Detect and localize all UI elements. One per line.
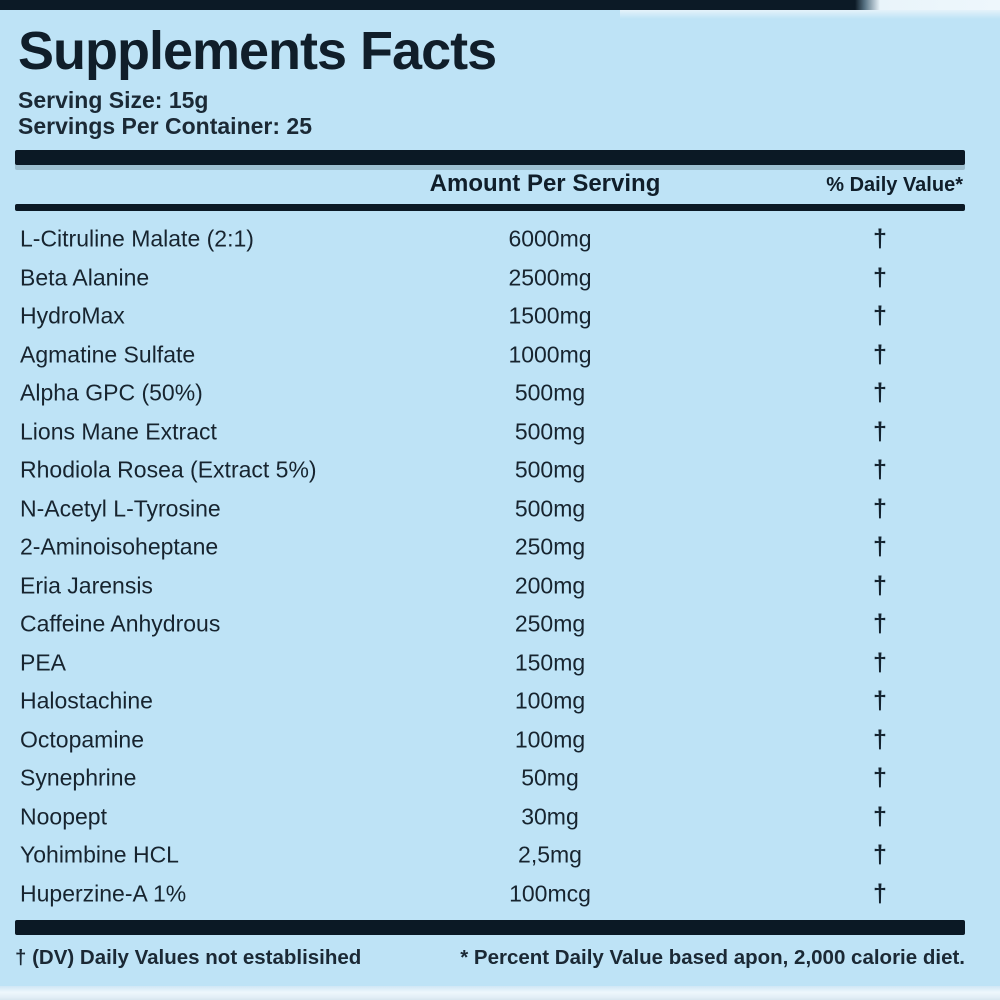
table-row: Halostachine 100mg † [15,682,965,721]
daily-value-dagger: † [873,686,887,715]
label-title: Supplements Facts [18,21,497,81]
footer-top-divider [15,920,965,935]
ingredient-name: Rhodiola Rosea (Extract 5%) [20,456,317,483]
ingredient-name: Eria Jarensis [20,572,153,599]
table-row: HydroMax 1500mg † [15,297,965,336]
table-row: 2-Aminoisoheptane 250mg † [15,528,965,567]
amount-value: 1000mg [508,341,592,368]
table-row: Beta Alanine 2500mg † [15,259,965,298]
top-edge-bar [0,0,1000,10]
daily-value-dagger: † [873,455,887,484]
servings-per-container-text: Servings Per Container: 25 [18,113,312,139]
ingredient-name: 2-Aminoisoheptane [20,533,219,560]
amount-value: 500mg [514,379,586,406]
daily-value-dagger: † [873,532,887,561]
ingredient-name: Yohimbine HCL [20,841,179,868]
daily-value-dagger: † [873,763,887,792]
amount-value: 150mg [514,649,586,676]
amount-value: 1500mg [508,302,592,329]
table-row: Caffeine Anhydrous 250mg † [15,605,965,644]
table-row: L-Citruline Malate (2:1) 6000mg † [15,220,965,259]
table-row: Alpha GPC (50%) 500mg † [15,374,965,413]
daily-value-dagger: † [873,340,887,369]
amount-value: 50mg [521,764,579,791]
amount-per-serving-header: Amount Per Serving [429,170,661,197]
amount-value: 6000mg [508,225,592,252]
amount-value: 100mg [514,726,586,753]
ingredient-name: Huperzine-A 1% [20,880,187,907]
daily-value-dagger: † [873,494,887,523]
daily-value-dagger: † [873,840,887,869]
amount-value: 2500mg [508,264,592,291]
table-header-row: Amount Per Serving % Daily Value* [15,168,965,202]
daily-value-dagger: † [873,378,887,407]
ingredient-name: Alpha GPC (50%) [20,379,203,406]
daily-value-dagger: † [873,725,887,754]
table-row: Eria Jarensis 200mg † [15,567,965,606]
table-row: Octopamine 100mg † [15,721,965,760]
ingredient-name: L-Citruline Malate (2:1) [20,225,254,252]
daily-value-dagger: † [873,224,887,253]
table-row: Agmatine Sulfate 1000mg † [15,336,965,375]
table-row: Huperzine-A 1% 100mcg † [15,875,965,914]
amount-value: 500mg [514,418,586,445]
bottom-edge-strip [0,986,1000,1000]
daily-value-dagger: † [873,417,887,446]
amount-value: 500mg [514,495,586,522]
amount-value: 30mg [521,803,579,830]
footnote-row: † (DV) Daily Values not establisihed * P… [15,946,965,970]
daily-value-dagger: † [873,802,887,831]
ingredient-name: HydroMax [20,302,125,329]
table-row: Yohimbine HCL 2,5mg † [15,836,965,875]
daily-value-dagger: † [873,571,887,600]
table-row: Rhodiola Rosea (Extract 5%) 500mg † [15,451,965,490]
amount-value: 250mg [514,533,586,560]
footnote-percent-dv: * Percent Daily Value based apon, 2,000 … [460,946,965,969]
serving-size-text: Serving Size: 15g [18,87,209,113]
amount-value: 200mg [514,572,586,599]
amount-value: 100mcg [509,880,591,907]
header-top-divider [15,150,965,165]
ingredient-name: Octopamine [20,726,145,753]
top-right-haze [620,10,1000,19]
amount-value: 2,5mg [518,841,582,868]
ingredient-name: Lions Mane Extract [20,418,217,445]
footnote-daily-values: † (DV) Daily Values not establisihed [15,946,362,969]
daily-value-header: % Daily Value* [826,174,963,196]
ingredient-name: PEA [20,649,67,676]
daily-value-dagger: † [873,648,887,677]
table-row: PEA 150mg † [15,644,965,683]
ingredient-name: Beta Alanine [20,264,150,291]
amount-value: 500mg [514,456,586,483]
table-row: Noopept 30mg † [15,798,965,837]
ingredient-name: Noopept [20,803,107,830]
header-bottom-divider [15,204,965,211]
ingredient-name: Caffeine Anhydrous [20,610,221,637]
daily-value-dagger: † [873,301,887,330]
daily-value-dagger: † [873,609,887,638]
table-row: Lions Mane Extract 500mg † [15,413,965,452]
amount-value: 100mg [514,687,586,714]
ingredients-table-body: L-Citruline Malate (2:1) 6000mg † Beta A… [15,220,965,915]
ingredient-name: Halostachine [20,687,153,714]
ingredient-name: Synephrine [20,764,137,791]
table-row: Synephrine 50mg † [15,759,965,798]
daily-value-dagger: † [873,263,887,292]
ingredient-name: N-Acetyl L-Tyrosine [20,495,221,522]
table-row: N-Acetyl L-Tyrosine 500mg † [15,490,965,529]
daily-value-dagger: † [873,879,887,908]
ingredient-name: Agmatine Sulfate [20,341,196,368]
amount-value: 250mg [514,610,586,637]
